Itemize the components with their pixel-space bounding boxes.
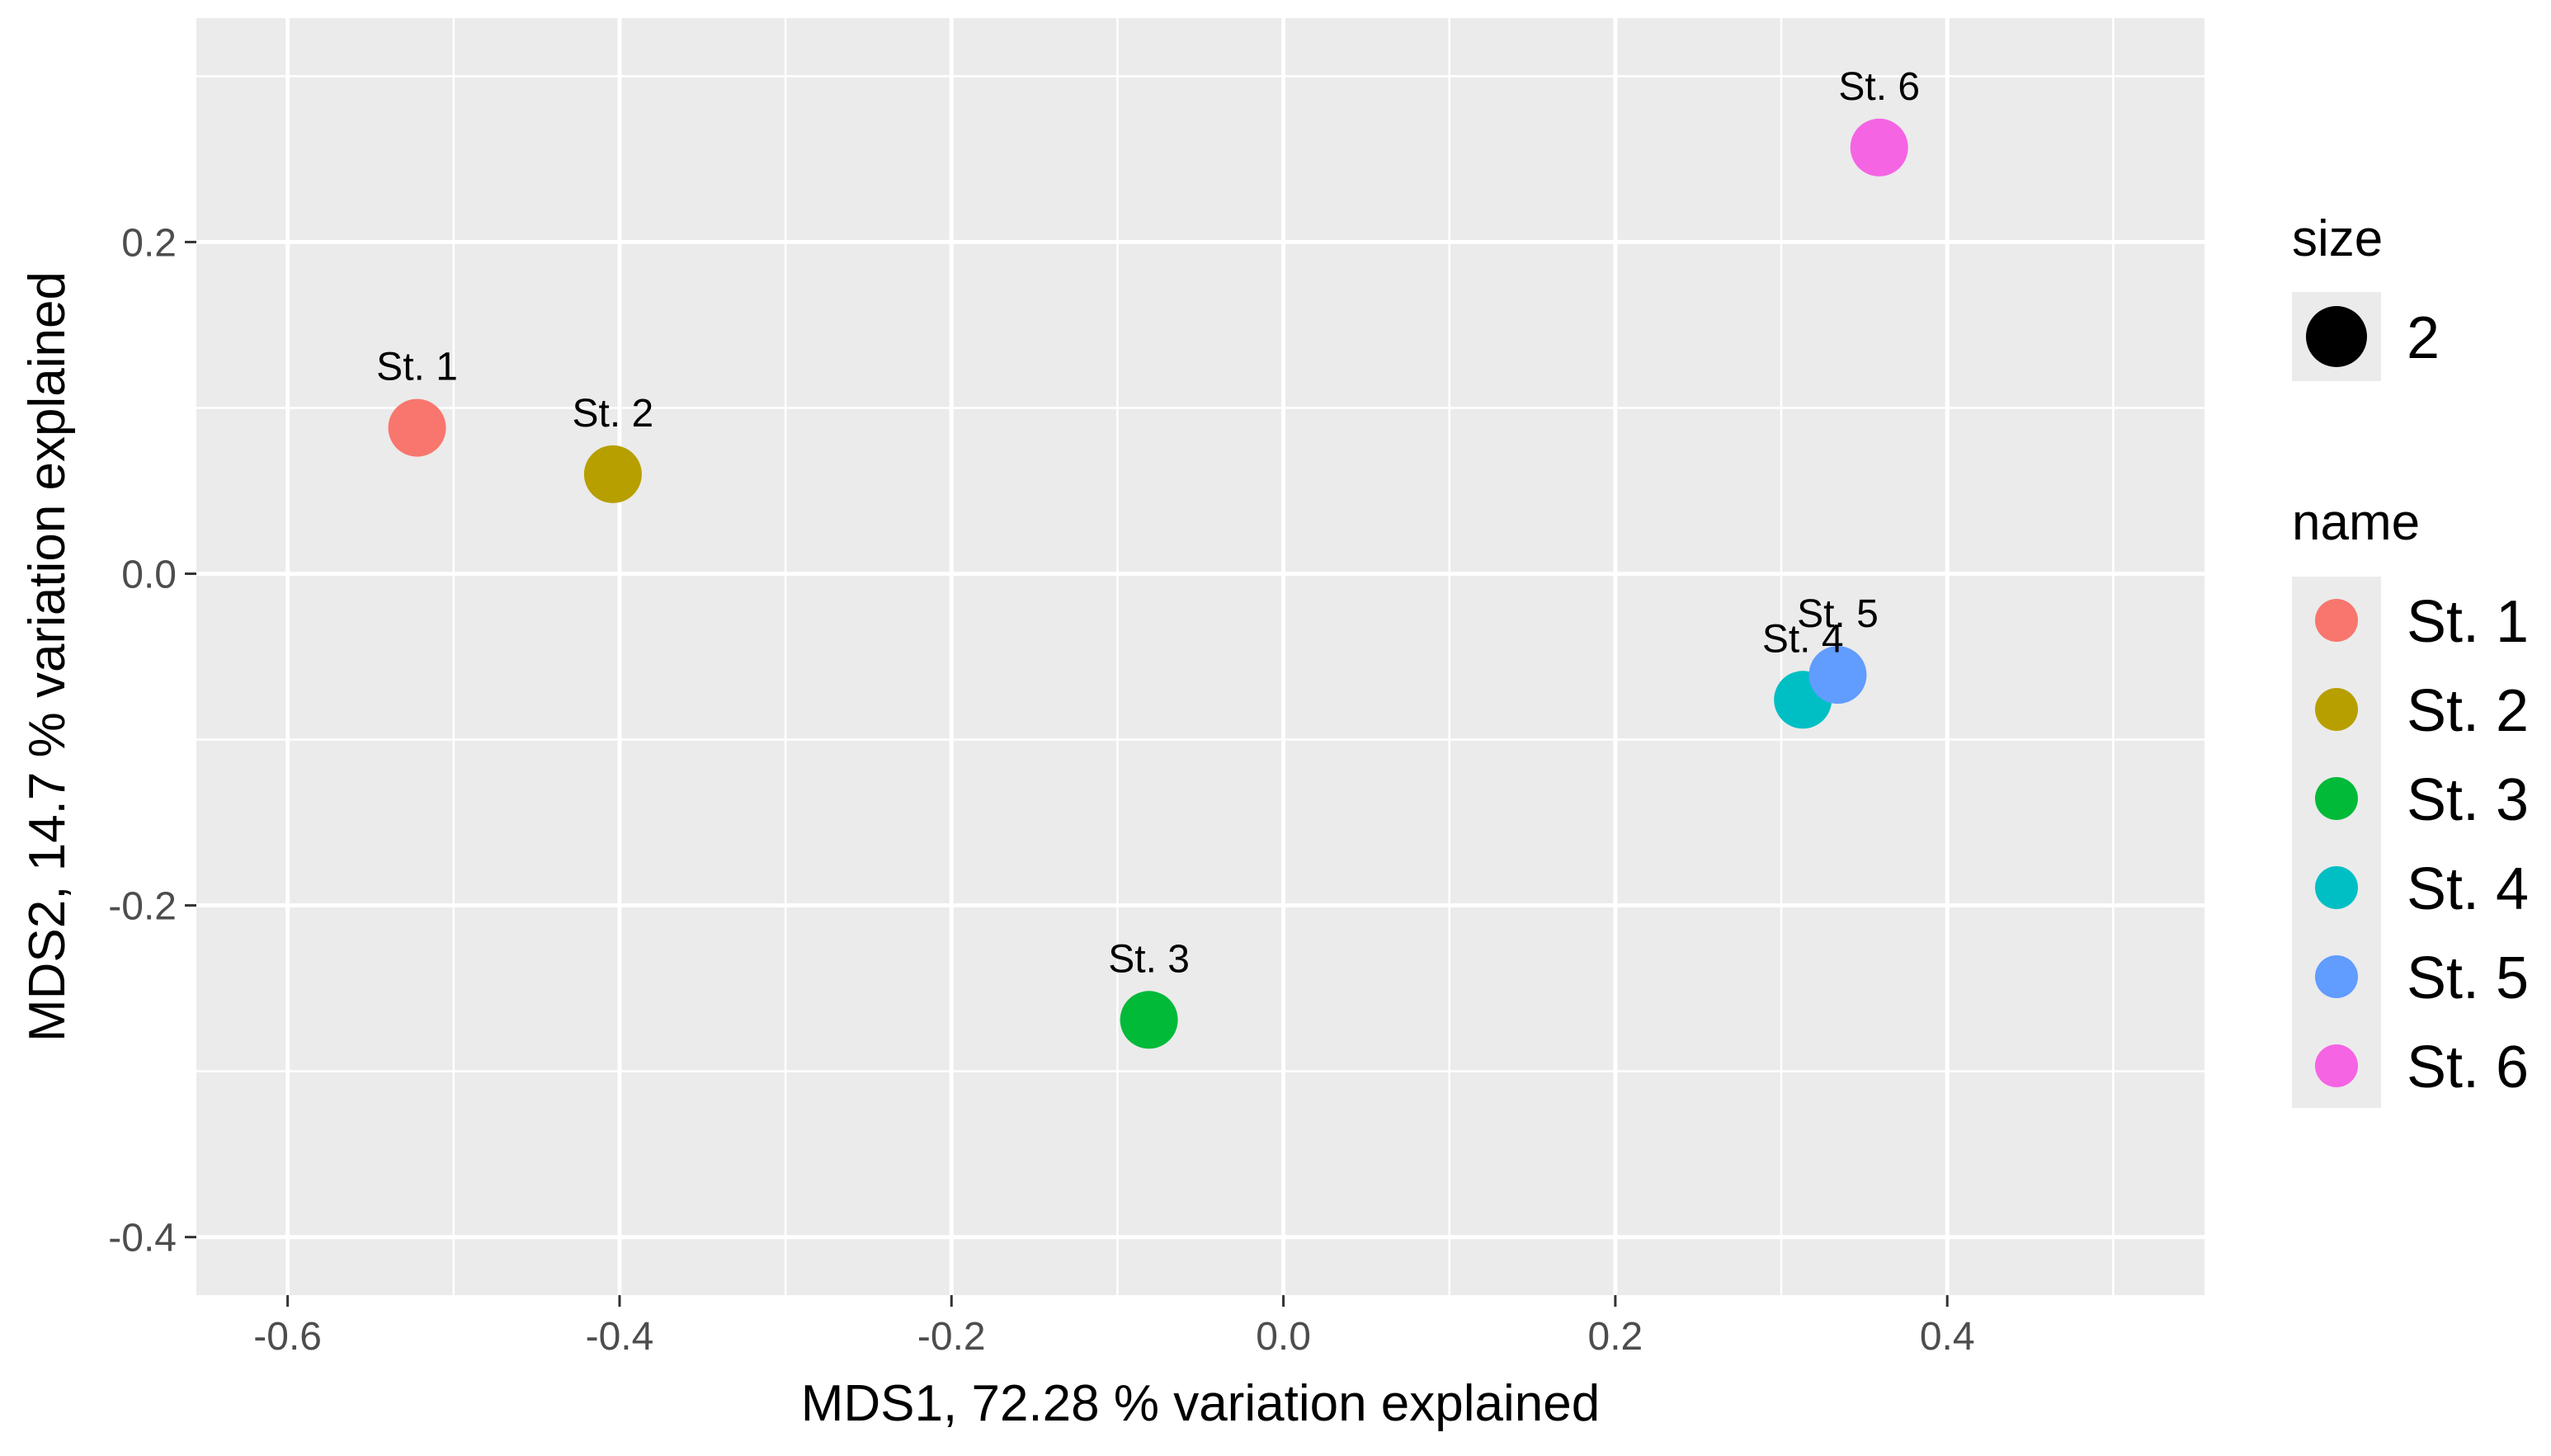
data-point	[388, 398, 446, 457]
point-label: St. 3	[1108, 937, 1190, 981]
x-tick-label: 0.2	[1588, 1315, 1643, 1359]
y-tick-label: 0.2	[121, 221, 177, 265]
y-tick-label: 0.0	[121, 553, 177, 596]
legend-name-title: name	[2292, 494, 2420, 551]
legend-key-dot	[2315, 599, 2358, 642]
legend-name-key-bg	[2292, 577, 2381, 1108]
point-label: St. 1	[376, 346, 458, 389]
legend-label: St. 1	[2407, 589, 2529, 655]
legend-key-dot	[2315, 777, 2358, 820]
point-label: St. 4	[1762, 617, 1844, 661]
x-tick-label: -0.6	[253, 1315, 322, 1359]
point-label: St. 2	[573, 392, 654, 436]
x-axis-title: MDS1, 72.28 % variation explained	[801, 1375, 1600, 1432]
y-tick-label: -0.2	[108, 885, 177, 929]
legend: size 2 name St. 1St. 2St. 3St. 4St. 5St.…	[2292, 210, 2529, 1108]
plot-panel	[196, 18, 2204, 1295]
data-point	[1120, 991, 1178, 1049]
legend-key-dot	[2315, 688, 2358, 731]
major-gridlines	[196, 18, 2204, 1295]
legend-label: St. 5	[2407, 945, 2529, 1011]
point-label: St. 5	[1797, 592, 1879, 636]
axis-ticks: -0.6 -0.4 -0.2 0.0 0.2 0.4 -0.4 -0.2 0.0 0.2	[108, 221, 1974, 1359]
data-point	[583, 445, 642, 503]
x-tick-label: 0.4	[1920, 1315, 1975, 1359]
legend-label: St. 6	[2407, 1034, 2529, 1100]
legend-key-dot	[2315, 955, 2358, 998]
legend-entries: St. 1 St. 2 St. 3 St. 4 St. 5 St. 6	[2315, 589, 2529, 1100]
legend-label: St. 4	[2407, 856, 2529, 922]
x-tick-label: -0.4	[586, 1315, 654, 1359]
x-tick-label: 0.0	[1256, 1315, 1311, 1359]
y-tick-label: -0.4	[108, 1217, 177, 1260]
legend-size-dot	[2306, 306, 2367, 367]
minor-gridlines	[196, 18, 2204, 1295]
y-axis-title: MDS2, 14.7 % variation explained	[19, 271, 76, 1042]
legend-label: St. 3	[2407, 767, 2529, 833]
legend-size-title: size	[2292, 210, 2383, 267]
legend-label: St. 2	[2407, 678, 2529, 744]
point-label: St. 6	[1838, 65, 1920, 109]
data-point	[1808, 646, 1867, 704]
legend-size-value: 2	[2407, 305, 2440, 371]
data-points: St. 1 St. 2 St. 3 St. 4St. 5 St. 6	[376, 65, 1920, 1049]
legend-key-dot	[2315, 1044, 2358, 1087]
legend-key-dot	[2315, 866, 2358, 909]
x-tick-label: -0.2	[917, 1315, 986, 1359]
data-point	[1850, 118, 1908, 177]
